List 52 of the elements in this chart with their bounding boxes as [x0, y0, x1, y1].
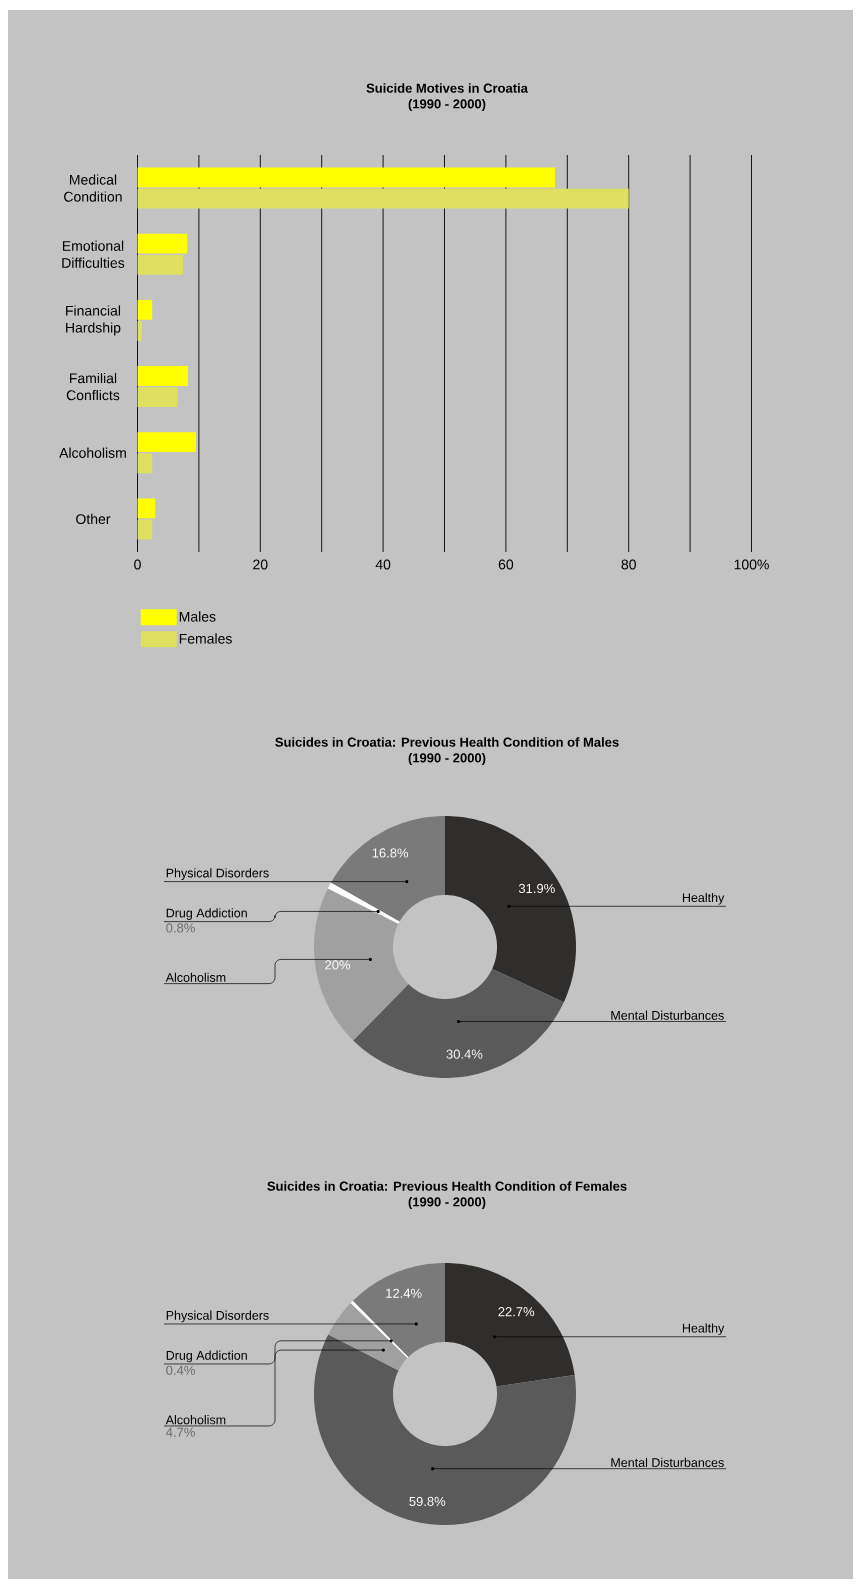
chart-title: Suicides in Croatia: Previous Health Condition of Males	[275, 737, 619, 747]
slice-label: Healthy	[682, 892, 725, 905]
y-tick-label: Familial Conflicts	[66, 372, 120, 401]
data-label: 22.7%	[498, 1307, 535, 1317]
data-label: 4.7%	[166, 1427, 195, 1437]
data-label: 59.8%	[409, 1496, 446, 1507]
chart-subtitle: (1990 - 2000)	[408, 1196, 486, 1210]
chart-title: Suicide Motives in Croatia	[366, 83, 528, 93]
x-tick-label: 80	[621, 559, 636, 570]
bar	[137, 321, 142, 341]
data-label: 31.9%	[518, 883, 555, 894]
slice-label: Healthy	[682, 1323, 725, 1336]
slice-label: Mental Disturbances	[611, 1010, 724, 1020]
x-tick-label: 60	[498, 559, 514, 570]
x-tick-label: 20	[253, 559, 268, 570]
data-label: 20%	[325, 960, 351, 970]
bar	[137, 254, 183, 275]
data-label: 12.4%	[386, 1288, 422, 1298]
y-tick-label: Financial Hardship	[66, 305, 121, 336]
data-label: 16.8%	[372, 848, 409, 858]
bar	[137, 167, 556, 188]
slice-label: Physical Disorders	[166, 868, 269, 880]
legend-label: Females	[179, 633, 232, 644]
slice-label: Physical Disorders	[166, 1310, 269, 1323]
bar	[137, 387, 178, 408]
x-tick-label: 0	[134, 559, 141, 570]
y-tick-label: Alcoholism	[59, 447, 126, 458]
y-tick-label: Medical Condition	[64, 174, 122, 202]
chart-title: Suicides in Croatia: Previous Health Condition of Females	[267, 1181, 627, 1191]
data-label: 30.4%	[446, 1049, 483, 1059]
y-tick-label: Emotional Difficulties	[62, 240, 125, 268]
slice-label: Mental Disturbances	[611, 1457, 724, 1467]
chart-subtitle: (1990 - 2000)	[408, 98, 486, 112]
legend-label: Males	[179, 611, 216, 622]
y-tick-label: Other	[76, 513, 111, 525]
bar	[137, 432, 196, 453]
x-tick-label: 100%	[734, 559, 769, 570]
slice-label: Drug Addiction	[166, 908, 247, 920]
slice-label: Drug Addiction	[166, 1350, 247, 1363]
data-label: 0.4%	[166, 1365, 195, 1375]
x-tick-label: 40	[375, 559, 391, 570]
bar	[137, 233, 188, 254]
bar	[137, 299, 153, 320]
bar	[137, 188, 629, 209]
chart-subtitle: (1990 - 2000)	[408, 752, 486, 766]
slice-label: Alcoholism	[165, 1415, 226, 1425]
bar	[137, 366, 188, 386]
bar	[137, 453, 153, 474]
data-label: 0.8%	[166, 923, 195, 933]
bar	[137, 519, 153, 540]
bar	[137, 498, 156, 519]
slice-label: Alcoholism	[165, 972, 226, 982]
